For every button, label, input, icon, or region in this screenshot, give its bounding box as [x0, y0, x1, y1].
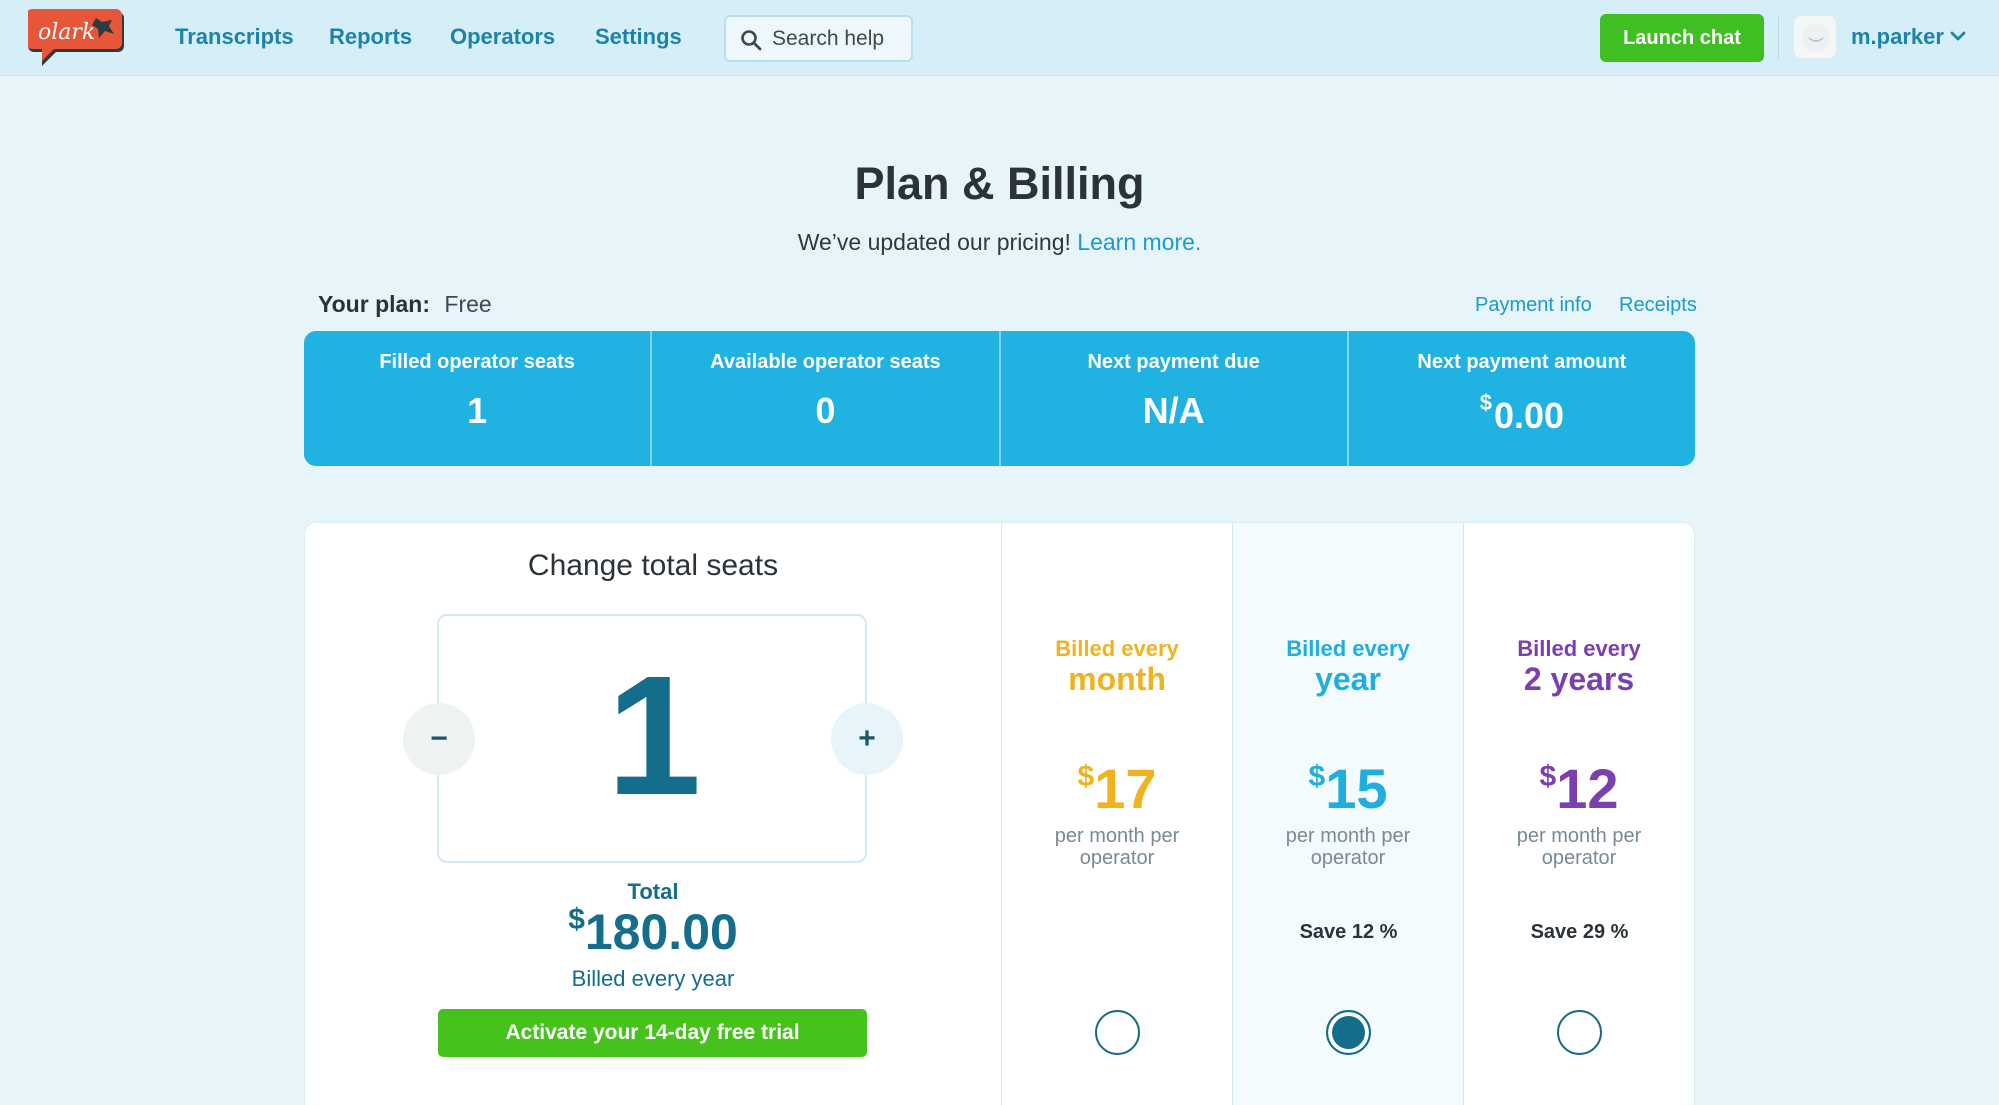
- stat-value: 0: [815, 390, 836, 431]
- learn-more-link[interactable]: Learn more.: [1077, 229, 1202, 255]
- stat-label: Filled operator seats: [379, 351, 575, 373]
- billing-frequency-note: Billed every year: [571, 966, 735, 991]
- current-plan: Your plan: Free: [318, 291, 492, 318]
- logo-text: olark: [38, 20, 95, 45]
- amount: 180.00: [584, 904, 738, 960]
- avatar[interactable]: [1793, 15, 1837, 59]
- pricing-notice-text: We’ve updated our pricing!: [797, 229, 1071, 255]
- stat-filled-seats: Filled operator seats 1: [304, 331, 650, 466]
- option-unit: per month per operator: [1516, 825, 1642, 869]
- plan-radio-monthly[interactable]: [1095, 1010, 1140, 1055]
- change-seats-title: Change total seats: [527, 549, 779, 582]
- option-period: month: [1068, 661, 1166, 697]
- plan-option-yearly[interactable]: Billed every year $15 per month per oper…: [1232, 523, 1463, 1105]
- plan-value: Free: [444, 291, 492, 317]
- receipts-link[interactable]: Receipts: [1619, 294, 1697, 316]
- option-period: 2 years: [1523, 661, 1635, 697]
- activate-trial-button[interactable]: Activate your 14-day free trial: [438, 1009, 867, 1057]
- search-input[interactable]: [772, 25, 907, 53]
- stat-value: $0.00: [1349, 390, 1695, 437]
- search-box[interactable]: [724, 15, 913, 62]
- nav-reports[interactable]: Reports: [329, 24, 413, 49]
- option-unit: per month per operator: [1054, 825, 1180, 869]
- option-unit: per month per operator: [1285, 825, 1411, 869]
- option-period: year: [1315, 661, 1381, 697]
- billing-stats: Filled operator seats 1 Available operat…: [304, 331, 1695, 466]
- stat-value: N/A: [1142, 390, 1205, 431]
- currency-symbol: $: [1308, 760, 1326, 793]
- currency-symbol: $: [1479, 390, 1492, 415]
- launch-chat-button[interactable]: Launch chat: [1600, 14, 1764, 62]
- decrease-seats-button[interactable]: −: [403, 703, 475, 775]
- plan-radio-yearly[interactable]: [1326, 1010, 1371, 1055]
- option-price: $15: [1233, 747, 1463, 819]
- nav-operators[interactable]: Operators: [450, 24, 556, 49]
- price-value: 17: [1094, 757, 1157, 820]
- total-amount: $180.00: [305, 903, 1001, 961]
- stat-value: 1: [467, 390, 488, 431]
- payment-info-link[interactable]: Payment info: [1475, 294, 1592, 316]
- option-price: $12: [1464, 747, 1694, 819]
- stat-label: Available operator seats: [710, 351, 941, 373]
- search-icon: [741, 30, 762, 51]
- option-savings: Save 29 %: [1530, 921, 1629, 943]
- olark-logo[interactable]: olark: [28, 6, 124, 68]
- pricing-notice: We’ve updated our pricing! Learn more.: [0, 229, 1999, 256]
- seat-count: 1: [606, 641, 702, 831]
- nav-transcripts[interactable]: Transcripts: [175, 24, 294, 49]
- user-menu[interactable]: m.parker: [1851, 24, 1944, 49]
- option-billed-label: Billed every: [1286, 636, 1410, 661]
- nav-divider: [1778, 17, 1779, 59]
- increase-seats-button[interactable]: +: [831, 703, 903, 775]
- pricing-card: Change total seats 1 − + Total $180.00 B…: [304, 522, 1695, 1105]
- option-savings: Save 12 %: [1299, 921, 1398, 943]
- plan-label: Your plan:: [318, 291, 431, 317]
- currency-symbol: $: [1077, 760, 1095, 793]
- option-billed-label: Billed every: [1517, 636, 1641, 661]
- stat-next-payment-due: Next payment due N/A: [998, 331, 1347, 466]
- amount: 0.00: [1493, 395, 1565, 436]
- smiley-face-icon: [1802, 24, 1830, 52]
- currency-symbol: $: [568, 903, 585, 936]
- plan-radio-two-years[interactable]: [1557, 1010, 1602, 1055]
- plan-option-monthly[interactable]: Billed every month $17 per month per ope…: [1001, 523, 1232, 1105]
- page-title: Plan & Billing: [854, 158, 1145, 209]
- total-label: Total: [627, 879, 679, 904]
- price-value: 12: [1556, 757, 1619, 820]
- option-billed-label: Billed every: [1055, 636, 1179, 661]
- stat-label: Next payment amount: [1417, 351, 1627, 373]
- stat-next-payment-amount: Next payment amount $0.00: [1346, 331, 1695, 466]
- stat-available-seats: Available operator seats 0: [650, 331, 998, 466]
- option-price: $17: [1002, 747, 1232, 819]
- stat-label: Next payment due: [1087, 351, 1260, 373]
- currency-symbol: $: [1539, 760, 1557, 793]
- price-value: 15: [1325, 757, 1388, 820]
- plan-option-two-years[interactable]: Billed every 2 years $12 per month per o…: [1463, 523, 1694, 1105]
- chevron-down-icon[interactable]: [1950, 30, 1966, 42]
- nav-settings[interactable]: Settings: [595, 24, 682, 49]
- seat-count-box: 1: [437, 614, 867, 863]
- top-navbar: olark Transcripts Reports Operators Sett…: [0, 0, 1999, 76]
